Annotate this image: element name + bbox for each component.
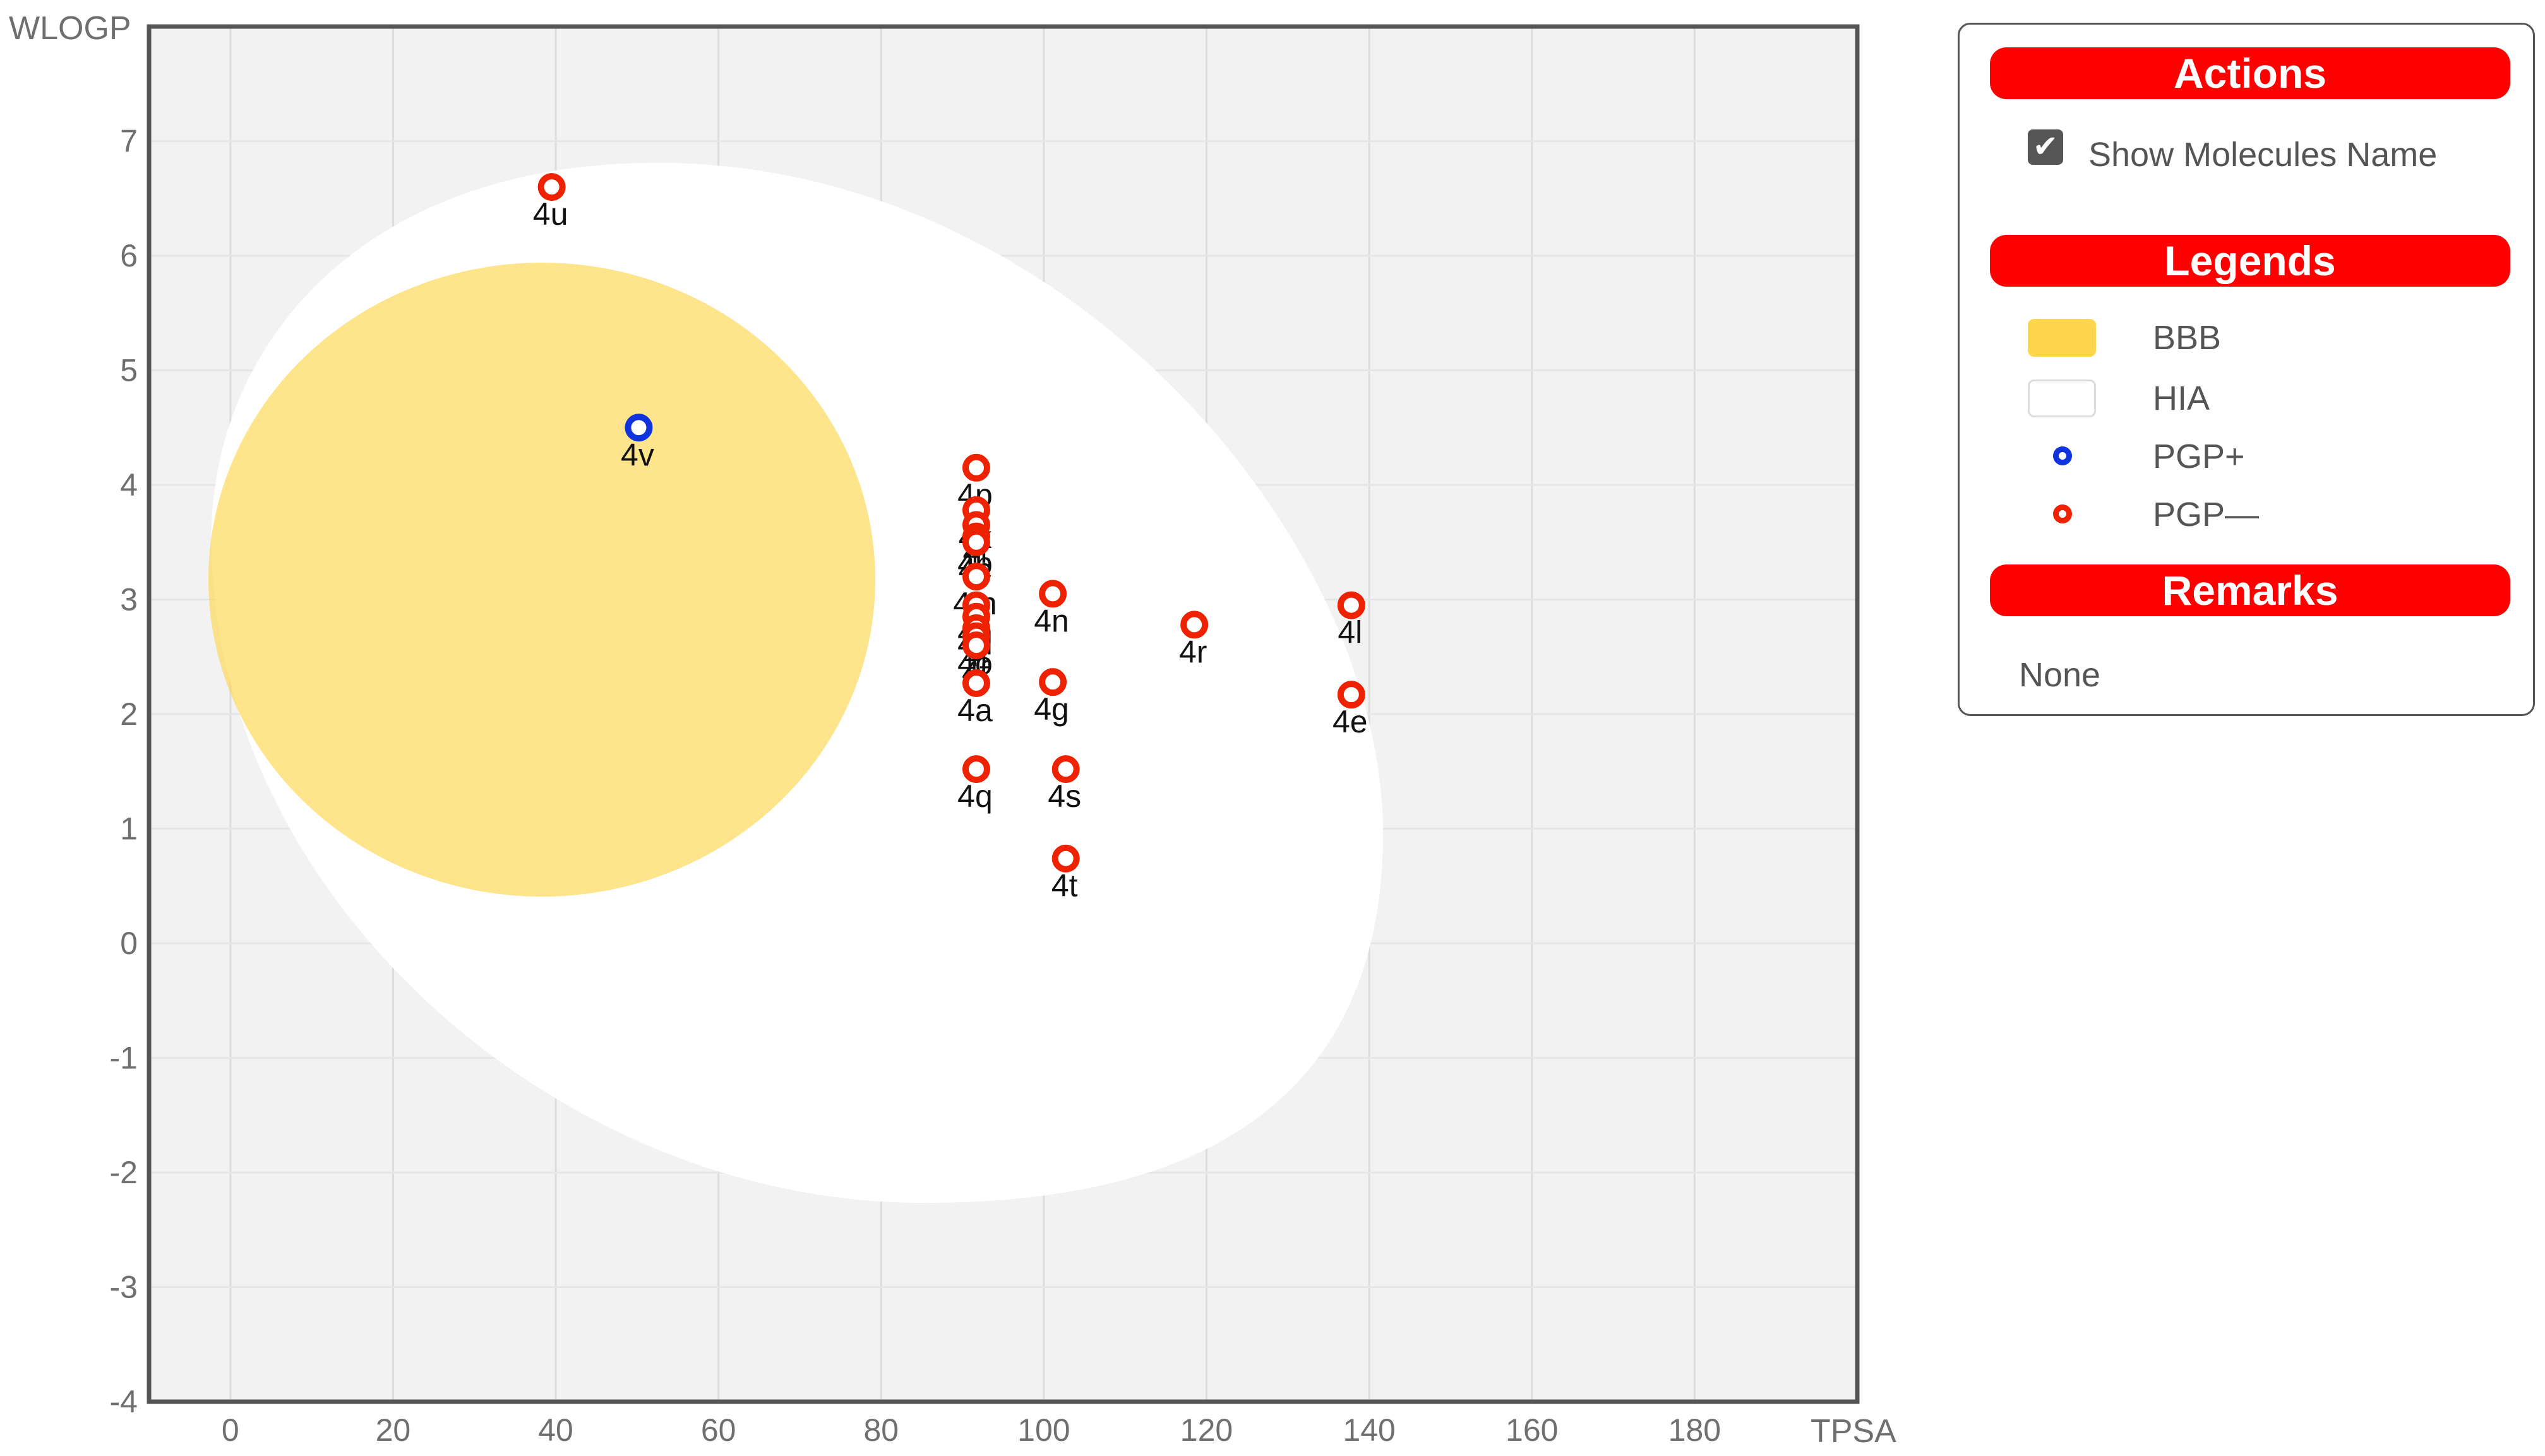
- molecule-point[interactable]: [1337, 591, 1365, 619]
- molecule-point[interactable]: [1051, 755, 1080, 784]
- y-axis-title: WLOGP: [9, 10, 131, 47]
- y-tick-label: 4: [120, 467, 138, 503]
- y-tick-label: -1: [110, 1041, 138, 1076]
- legend-hia-swatch: [2028, 379, 2096, 417]
- molecule-label: 4s: [1048, 779, 1081, 814]
- legend-pgp-plus-marker: [2053, 446, 2072, 465]
- y-tick-label: 2: [120, 696, 138, 732]
- show-names-label[interactable]: Show Molecules Name: [2088, 136, 2438, 174]
- y-tick-label: 7: [120, 124, 138, 159]
- x-tick-label: 140: [1343, 1412, 1395, 1448]
- x-tick-label: 180: [1668, 1412, 1721, 1448]
- x-tick-label: 60: [701, 1412, 736, 1448]
- data-points: 4v4u4p4k4i4b4c4m4h4d4j4o4f4a4q4n4g4s4t4r…: [533, 173, 1368, 904]
- x-axis-title: TPSA: [1811, 1413, 1896, 1450]
- y-tick-label: -4: [110, 1384, 138, 1419]
- x-tick-label: 20: [376, 1412, 411, 1448]
- legend-hia-label: HIA: [2153, 379, 2210, 417]
- axis-ticks: 0 20 40 60 80 100 120 140 160 180 -4 -3 -2 -1 0 1 2 3 4 5 6 7: [110, 124, 1722, 1448]
- legend-bbb-label: BBB: [2153, 319, 2222, 357]
- show-names-checkbox[interactable]: ✔: [2028, 129, 2063, 165]
- x-tick-label: 40: [538, 1412, 573, 1448]
- molecule-label: 4e: [1332, 704, 1368, 739]
- molecule-label: 4v: [621, 437, 654, 472]
- x-tick-label: 0: [222, 1412, 239, 1448]
- remarks-text: None: [2019, 656, 2101, 694]
- molecule-point[interactable]: [1051, 844, 1080, 873]
- legend-bbb-swatch: [2028, 319, 2096, 357]
- molecule-label: 4a: [957, 693, 993, 728]
- y-tick-label: 1: [120, 811, 138, 847]
- molecule-label: 4q: [957, 779, 993, 814]
- molecule-point[interactable]: [962, 669, 990, 697]
- x-tick-label: 80: [863, 1412, 899, 1448]
- legend-pgp-plus-label: PGP+: [2153, 438, 2245, 475]
- molecule-point[interactable]: [1337, 681, 1365, 709]
- molecule-label: 4u: [533, 196, 568, 232]
- molecule-point[interactable]: [1039, 668, 1067, 696]
- y-tick-label: 3: [120, 582, 138, 618]
- molecule-label: 4l: [1338, 615, 1362, 650]
- molecule-label: 4t: [1051, 868, 1078, 904]
- molecule-label: 4g: [1034, 691, 1069, 727]
- molecule-point[interactable]: [962, 755, 990, 784]
- molecule-point[interactable]: [1039, 580, 1067, 608]
- plot-frame: [147, 24, 1860, 1404]
- y-tick-label: -3: [110, 1270, 138, 1305]
- actions-header: Actions: [1990, 47, 2510, 99]
- y-tick-label: 5: [120, 353, 138, 388]
- y-tick-label: 6: [120, 238, 138, 273]
- y-tick-label: 0: [120, 926, 138, 961]
- molecule-label: 4r: [1179, 634, 1207, 669]
- molecule-point[interactable]: [962, 563, 990, 591]
- molecule-point[interactable]: [537, 173, 566, 201]
- legends-header: Legends: [1990, 235, 2510, 287]
- legend-pgp-minus-marker: [2053, 504, 2072, 523]
- molecule-label: 4n: [1034, 603, 1069, 638]
- x-tick-label: 120: [1180, 1412, 1233, 1448]
- legend-pgp-minus-label: PGP—: [2153, 496, 2260, 534]
- x-tick-label: 100: [1017, 1412, 1070, 1448]
- x-tick-label: 160: [1506, 1412, 1558, 1448]
- molecule-point[interactable]: [962, 528, 990, 556]
- remarks-header: Remarks: [1990, 564, 2510, 616]
- side-panel: Actions ✔ Show Molecules Name Legends BB…: [1958, 23, 2535, 716]
- molecule-point[interactable]: [1180, 611, 1209, 639]
- y-tick-label: -2: [110, 1155, 138, 1190]
- bbb-region: [208, 263, 875, 897]
- molecule-point[interactable]: [962, 631, 990, 660]
- boiled-egg-chart: 0 20 40 60 80 100 120 140 160 180 -4 -3 -2 -1 0 1 2 3 4 5 6 7…: [9, 10, 1896, 1450]
- molecule-point[interactable]: [625, 414, 653, 442]
- molecule-point[interactable]: [962, 453, 990, 482]
